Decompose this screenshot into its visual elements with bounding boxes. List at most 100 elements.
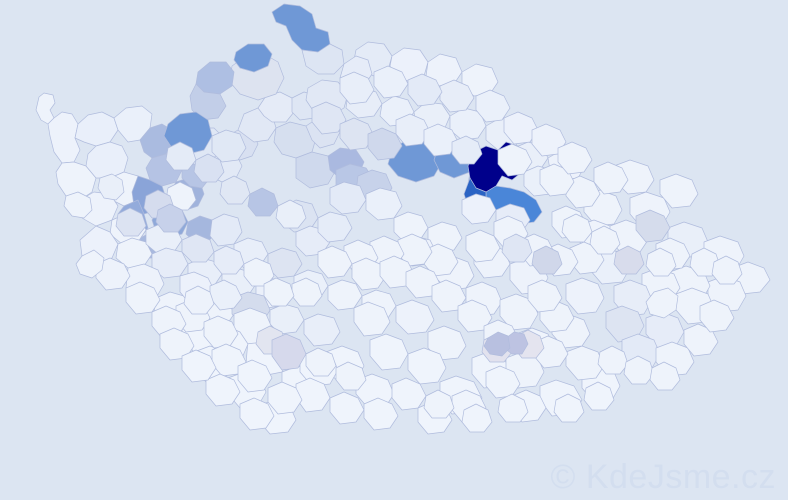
region-filler-84[interactable]	[155, 203, 187, 233]
region-filler-15[interactable]	[363, 397, 399, 431]
region-cesky-brod[interactable]	[317, 211, 353, 243]
region-filler-10[interactable]	[271, 333, 307, 371]
region-filler-30[interactable]	[475, 89, 511, 123]
region-filler-29[interactable]	[497, 143, 533, 177]
region-filler-47[interactable]	[237, 359, 273, 393]
region-filler-43[interactable]	[451, 135, 483, 165]
region-filler-98[interactable]	[597, 345, 629, 375]
region-filler-40[interactable]	[367, 127, 403, 161]
region-caslav[interactable]	[393, 211, 429, 243]
region-blansko[interactable]	[499, 293, 539, 331]
region-turnov[interactable]	[163, 111, 213, 155]
region-filler-90[interactable]	[711, 255, 743, 285]
region-filler-05[interactable]	[275, 199, 307, 229]
region-filler-71[interactable]	[291, 277, 323, 307]
region-filler-76[interactable]	[531, 245, 563, 275]
region-filler-01[interactable]	[165, 141, 197, 171]
region-filler-85[interactable]	[115, 207, 147, 237]
region-kyjov[interactable]	[565, 345, 605, 381]
region-valasske-mezirici[interactable]	[645, 287, 679, 319]
region-filler-45[interactable]	[203, 315, 239, 349]
region-filler-72[interactable]	[263, 277, 295, 307]
region-filler-97[interactable]	[583, 381, 615, 411]
map-regions	[35, 3, 771, 435]
region-filler-64[interactable]	[317, 245, 353, 279]
region-slany[interactable]	[209, 213, 243, 247]
region-sokolov[interactable]	[74, 111, 119, 147]
region-filler-03[interactable]	[219, 175, 251, 205]
region-filler-23[interactable]	[527, 279, 563, 313]
region-krnov[interactable]	[659, 173, 699, 209]
region-filler-56[interactable]	[181, 349, 217, 383]
region-filler-60[interactable]	[423, 243, 459, 277]
region-filler-51[interactable]	[125, 281, 161, 315]
region-filler-88[interactable]	[645, 247, 677, 277]
region-filler-02[interactable]	[193, 153, 225, 183]
region-hlinsko[interactable]	[461, 193, 497, 225]
region-luhacovice[interactable]	[683, 323, 719, 357]
region-pelhrimov[interactable]	[353, 301, 391, 337]
region-filler-65[interactable]	[351, 257, 387, 291]
region-zelezny-brod[interactable]	[189, 83, 227, 121]
region-prostejov[interactable]	[565, 277, 605, 315]
region-jablonec[interactable]	[233, 43, 273, 73]
region-filler-57[interactable]	[465, 229, 501, 263]
region-filler-16[interactable]	[391, 377, 427, 411]
region-filler-28[interactable]	[539, 163, 575, 197]
region-filler-96[interactable]	[553, 393, 585, 423]
region-filler-36[interactable]	[373, 65, 409, 99]
region-kutna-hora[interactable]	[365, 187, 403, 221]
region-filler-86[interactable]	[561, 213, 593, 243]
region-filler-91[interactable]	[97, 173, 125, 201]
region-filler-48[interactable]	[267, 381, 303, 415]
region-filler-81[interactable]	[613, 245, 645, 275]
region-filler-55[interactable]	[159, 327, 195, 361]
region-rymarov[interactable]	[635, 209, 671, 243]
region-filler-75[interactable]	[501, 233, 533, 263]
region-cheb[interactable]	[47, 111, 81, 164]
region-kolin[interactable]	[329, 181, 367, 215]
region-horsovsky-tyn[interactable]	[115, 237, 153, 269]
region-filler-80[interactable]	[483, 331, 511, 357]
region-filler-49[interactable]	[239, 397, 275, 431]
region-filler-34[interactable]	[439, 79, 475, 113]
region-filler-12[interactable]	[335, 361, 367, 391]
region-benesov[interactable]	[327, 279, 363, 311]
region-tabor[interactable]	[303, 313, 341, 347]
region-filler-74[interactable]	[183, 285, 215, 315]
region-moravske-budejovice[interactable]	[407, 347, 447, 385]
region-filler-92[interactable]	[63, 191, 93, 219]
region-filler-50[interactable]	[205, 373, 241, 407]
region-filler-07[interactable]	[213, 245, 245, 275]
region-filler-04[interactable]	[247, 187, 279, 217]
region-filler-94[interactable]	[461, 403, 493, 433]
region-karlovy-vary[interactable]	[85, 141, 129, 179]
region-filler-26[interactable]	[565, 175, 601, 209]
region-frydlant[interactable]	[271, 3, 331, 53]
region-semily[interactable]	[211, 129, 247, 163]
region-slavonice[interactable]	[355, 373, 395, 409]
region-tanvald[interactable]	[195, 61, 235, 95]
region-filler-53[interactable]	[95, 257, 131, 291]
region-filler-37[interactable]	[339, 71, 375, 105]
region-roznov[interactable]	[699, 299, 735, 333]
region-filler-19[interactable]	[485, 365, 521, 399]
region-ase[interactable]	[35, 92, 56, 125]
region-filler-27[interactable]	[593, 161, 629, 195]
region-filler-11[interactable]	[305, 347, 337, 377]
region-kromeriz[interactable]	[605, 305, 645, 343]
region-filler-14[interactable]	[329, 391, 365, 425]
region-filler-100[interactable]	[649, 361, 681, 391]
region-mlada-boleslav[interactable]	[295, 151, 337, 189]
region-dacice[interactable]	[369, 333, 409, 371]
region-filler-95[interactable]	[497, 393, 529, 423]
region-filler-93[interactable]	[423, 389, 455, 419]
region-jihlava[interactable]	[395, 299, 435, 335]
region-filler-87[interactable]	[589, 225, 621, 255]
region-filler-33[interactable]	[557, 141, 593, 175]
region-filler-35[interactable]	[407, 73, 443, 107]
region-filler-06[interactable]	[181, 233, 215, 263]
region-filler-54[interactable]	[75, 249, 105, 279]
